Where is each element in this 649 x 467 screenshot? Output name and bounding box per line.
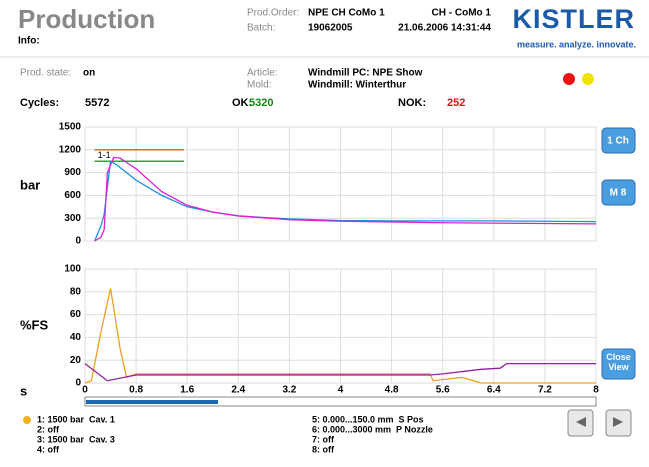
batch-label: Batch: bbox=[247, 23, 275, 34]
y-tick-label: 0 bbox=[75, 236, 81, 247]
batch: 19062005 bbox=[308, 23, 353, 34]
y-axis-label: bar bbox=[20, 177, 40, 192]
cycles-label: Cycles: bbox=[20, 97, 59, 109]
button[interactable]: 1 Ch bbox=[601, 127, 636, 154]
x-tick-label: 2.4 bbox=[231, 385, 245, 396]
article: Windmill PC: NPE Show bbox=[308, 68, 423, 79]
article-label: Article: bbox=[247, 68, 278, 79]
y-tick-label: 40 bbox=[70, 332, 82, 343]
legend-entry: 6: 0.000...3000 mm P Nozzle bbox=[312, 424, 433, 434]
nok-label: NOK: bbox=[398, 97, 426, 109]
legend-entry: 4: off bbox=[37, 444, 60, 454]
x-tick-label: 0 bbox=[82, 385, 88, 396]
scrollbar[interactable] bbox=[84, 396, 597, 407]
y-tick-label: 60 bbox=[70, 309, 82, 320]
legend-marker bbox=[23, 416, 31, 424]
y-tick-label: 300 bbox=[64, 213, 81, 224]
y-tick-label: 1200 bbox=[59, 144, 82, 155]
legend-entry: 5: 0.000...150.0 mm S Pos bbox=[312, 414, 424, 424]
x-tick-label: 8 bbox=[593, 385, 599, 396]
brand-logo: KISTLER bbox=[512, 4, 635, 34]
datetime: 21.06.2006 14:31:44 bbox=[398, 23, 491, 34]
state: on bbox=[83, 68, 95, 79]
button[interactable]: M 8 bbox=[601, 179, 636, 206]
y-tick-label: 900 bbox=[64, 167, 81, 178]
series-line bbox=[94, 156, 597, 242]
y-tick-label: 20 bbox=[70, 355, 82, 366]
x-tick-label: 1.6 bbox=[180, 385, 194, 396]
button-label: 1 Ch bbox=[607, 136, 629, 147]
button-label: Close View bbox=[606, 352, 631, 372]
legend-entry: 2: off bbox=[37, 424, 60, 434]
y-tick-label: 0 bbox=[75, 378, 81, 389]
x-tick-label: 4 bbox=[338, 385, 344, 396]
y-tick-label: 100 bbox=[64, 264, 81, 275]
station: CH - CoMo 1 bbox=[432, 8, 492, 19]
nok-count: 252 bbox=[447, 97, 465, 109]
info-label: Info: bbox=[18, 36, 40, 47]
scroll-thumb[interactable] bbox=[86, 400, 218, 404]
order-label: Prod.Order: bbox=[247, 8, 299, 19]
state-label: Prod. state: bbox=[20, 68, 71, 79]
x-tick-label: 5.6 bbox=[436, 385, 450, 396]
mold: Windmill: Winterthur bbox=[308, 80, 406, 91]
status-lamp-yellow bbox=[582, 73, 594, 85]
x-tick-label: 7.2 bbox=[538, 385, 552, 396]
legend-entry: 8: off bbox=[312, 444, 335, 454]
y-tick-label: 600 bbox=[64, 190, 81, 201]
mold-label: Mold: bbox=[247, 80, 271, 91]
ok-label: OK: bbox=[232, 97, 252, 109]
slogan: measure. analyze. innovate. bbox=[517, 39, 636, 49]
nav-button[interactable] bbox=[605, 409, 632, 437]
x-tick-label: 3.2 bbox=[282, 385, 296, 396]
x-tick-label: 4.8 bbox=[385, 385, 399, 396]
y-axis-label: %FS bbox=[20, 317, 49, 332]
annotation: 1-1 bbox=[98, 150, 111, 160]
y-tick-label: 80 bbox=[70, 286, 82, 297]
title: Production bbox=[18, 4, 155, 34]
x-axis-label: s bbox=[20, 383, 27, 398]
status-lamp-red bbox=[563, 73, 575, 85]
ok-count: 5320 bbox=[249, 97, 273, 109]
legend-entry: 7: off bbox=[312, 434, 335, 444]
legend-entry: 1: 1500 bar Cav. 1 bbox=[37, 414, 115, 424]
cycles: 5572 bbox=[85, 97, 109, 109]
legend-entry: 3: 1500 bar Cav. 3 bbox=[37, 434, 115, 444]
button[interactable]: Close View bbox=[601, 348, 636, 380]
nav-button[interactable] bbox=[567, 409, 594, 437]
y-tick-label: 1500 bbox=[59, 122, 82, 133]
series-line bbox=[84, 362, 596, 382]
x-tick-label: 0.8 bbox=[129, 385, 143, 396]
order: NPE CH CoMo 1 bbox=[308, 8, 385, 19]
button-label: M 8 bbox=[610, 188, 627, 199]
x-tick-label: 6.4 bbox=[487, 385, 501, 396]
